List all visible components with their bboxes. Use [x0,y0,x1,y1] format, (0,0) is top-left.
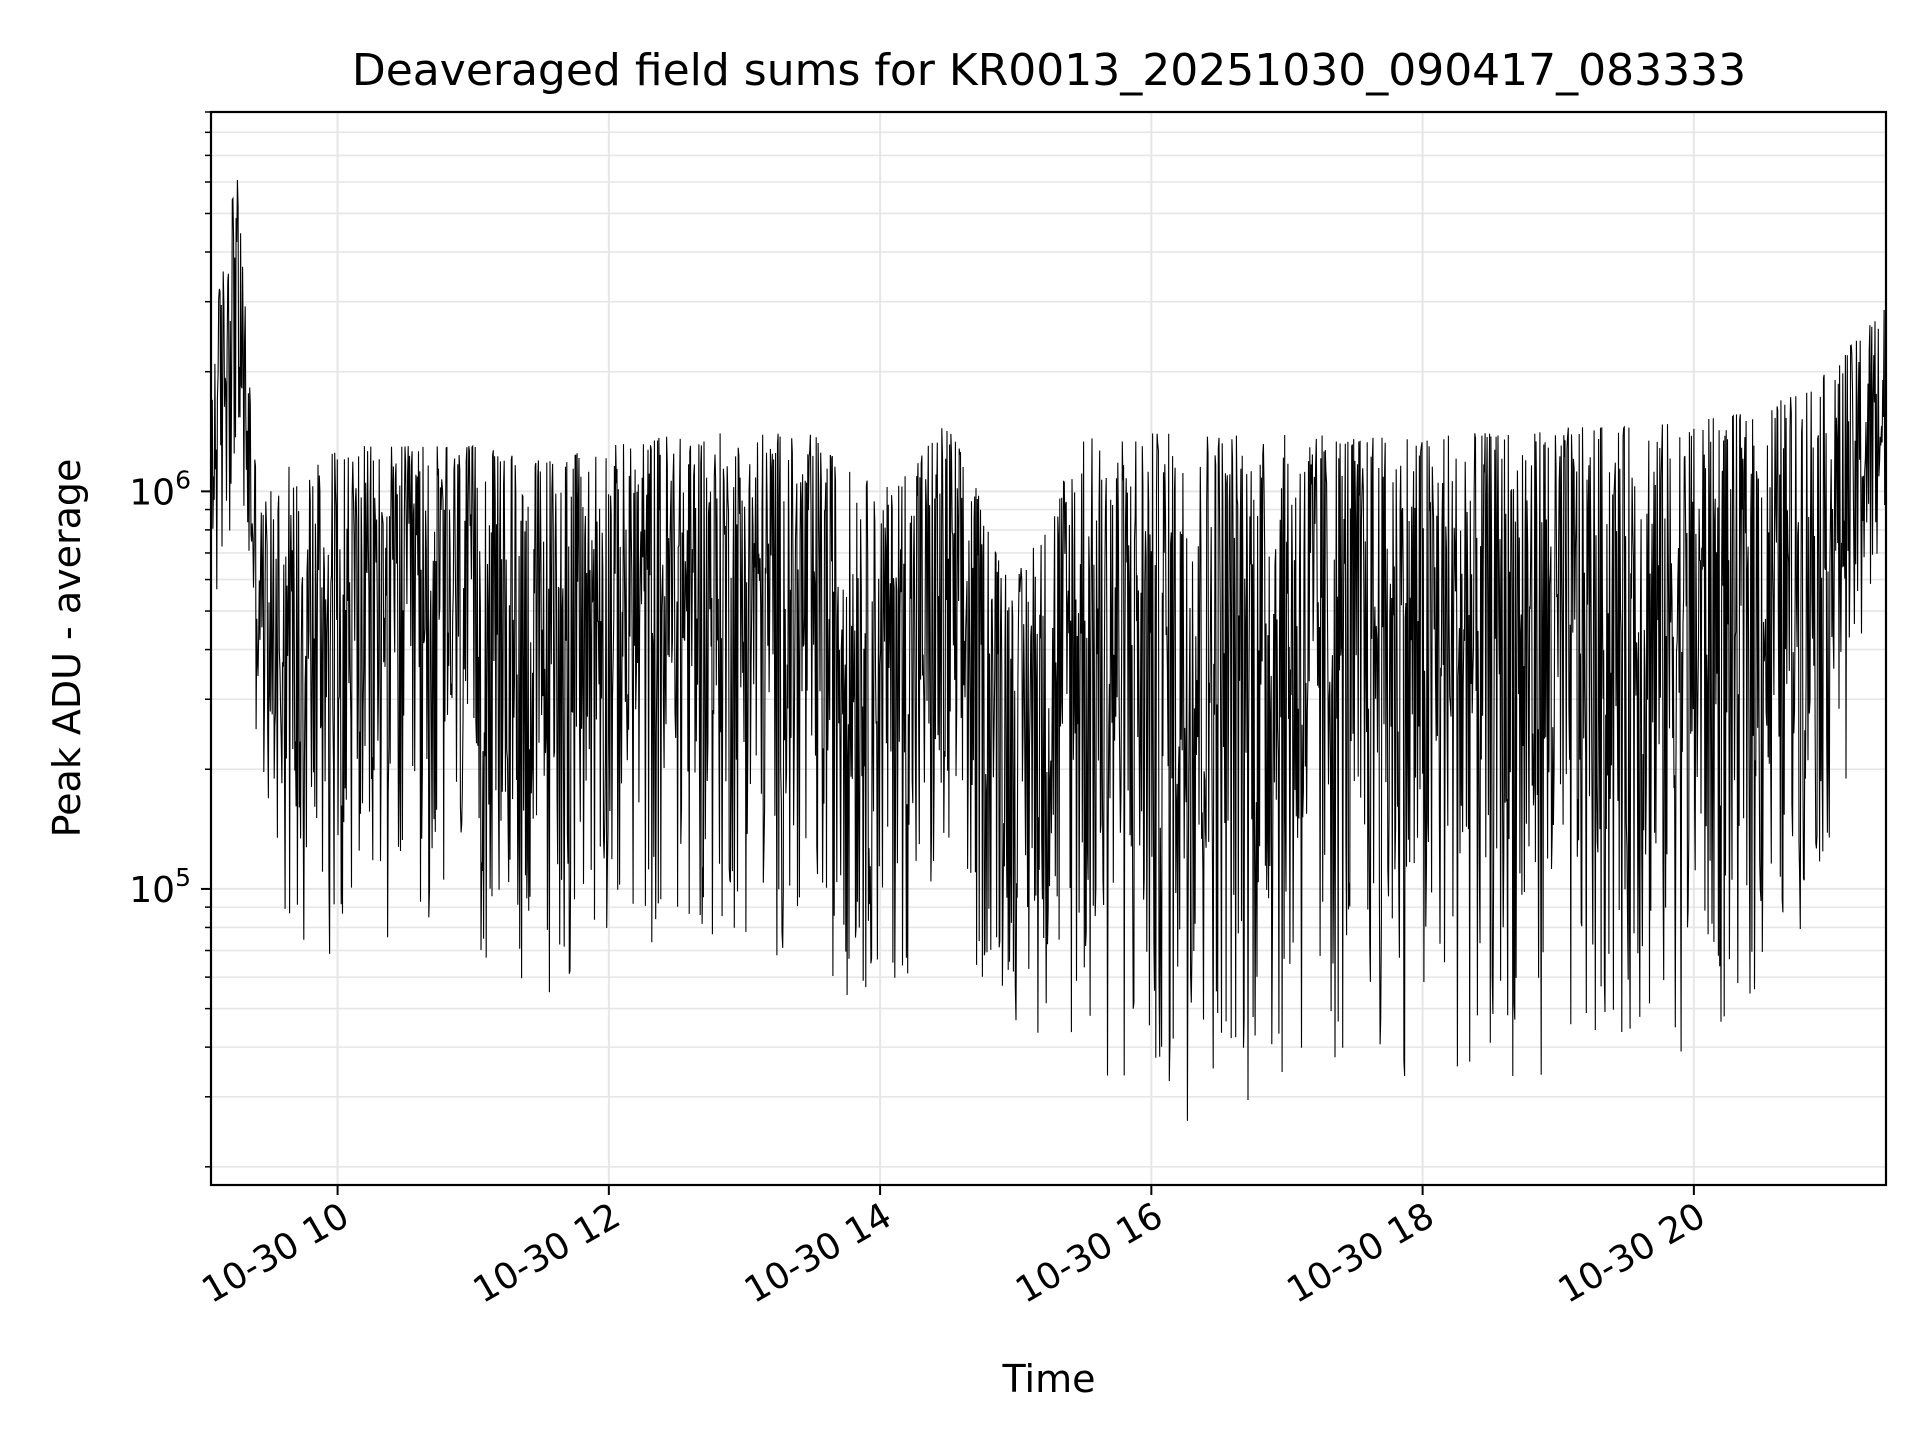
y-tick-label-exponent: 5 [175,863,191,892]
y-tick-label-exponent: 6 [175,465,191,494]
series-line [211,179,1886,1121]
y-tick-label-base: 10 [129,472,175,513]
y-axis-label: Peak ADU - average [45,459,89,838]
x-axis-label: Time [1002,1357,1096,1401]
y-tick-label: 106 [129,465,191,513]
y-tick-label-base: 10 [129,870,175,911]
data-series [211,179,1886,1121]
chart-title: Deaveraged field sums for KR0013_2025103… [352,45,1746,96]
plot-frame [209,110,1888,1187]
y-tick-label: 105 [129,863,191,911]
